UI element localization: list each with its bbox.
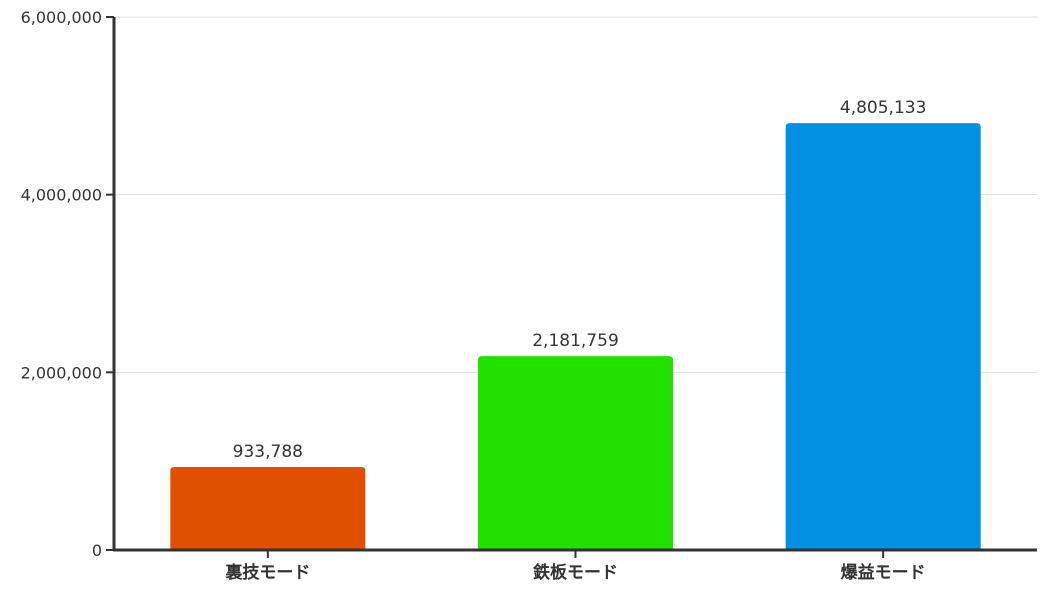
y-tick-label: 6,000,000 [21, 8, 102, 27]
data-label: 4,805,133 [840, 98, 927, 118]
data-label: 933,788 [233, 442, 303, 462]
labels: 0 2,000,000 4,000,000 6,000,000 933,788 裏技モード… [21, 8, 927, 583]
bar-2 [478, 356, 673, 550]
y-tick-label: 0 [92, 541, 102, 560]
axes [106, 16, 1037, 558]
x-tick-label: 爆益モード [841, 562, 926, 583]
data-label: 2,181,759 [532, 331, 619, 351]
x-tick-label: 鉄板モード [533, 562, 618, 583]
bars [170, 123, 981, 551]
y-tick-label: 4,000,000 [21, 186, 102, 205]
bar-1 [170, 467, 366, 550]
y-tick-label: 2,000,000 [21, 363, 102, 382]
bar-3 [785, 123, 981, 551]
x-tick-label: 裏技モード [224, 562, 310, 583]
